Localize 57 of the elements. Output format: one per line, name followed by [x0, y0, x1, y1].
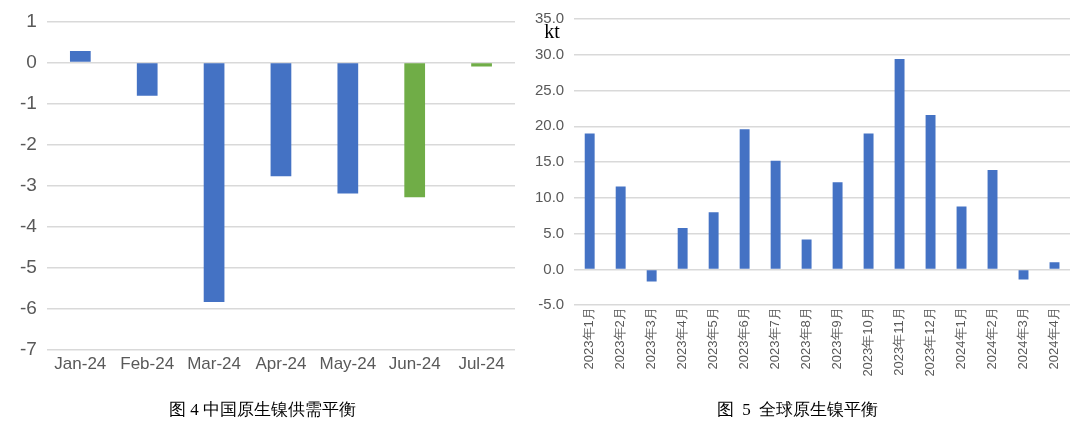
bar [801, 239, 812, 269]
text: 图 5 全球原生镍平衡 [716, 400, 879, 420]
x-tick-label: May-24 [319, 354, 377, 374]
x-tick-label: 2023年5月 [705, 307, 721, 370]
x-tick-label: 2023年3月 [643, 307, 659, 370]
y-tick-label: 1 [26, 9, 37, 31]
bar [646, 270, 657, 282]
bar [987, 169, 998, 269]
x-tick-label: Mar-24 [187, 354, 241, 374]
x-tick-label: Jun-24 [388, 354, 441, 374]
y-tick-label: -1 [19, 91, 37, 113]
y-tick-label: -2 [19, 132, 37, 154]
y-tick-label: -6 [19, 297, 37, 319]
bar [770, 160, 781, 269]
x-tick-label: 2023年9月 [829, 307, 845, 370]
bar [956, 206, 967, 269]
bar [832, 182, 843, 269]
bar [894, 59, 905, 269]
bar [584, 133, 595, 269]
x-tick-label: 2023年8月 [798, 307, 814, 370]
y-tick-label: -5.0 [538, 295, 565, 313]
x-tick-label: 2024年4月 [1046, 307, 1062, 370]
bar [739, 129, 750, 269]
y-tick-label: -7 [19, 338, 37, 360]
bar [1049, 262, 1060, 269]
y-tick-label: 10.0 [534, 188, 565, 206]
text: 图 4 中国原生镍供需平衡 [169, 400, 356, 420]
bar [615, 186, 626, 269]
x-tick-label: 2024年1月 [953, 307, 969, 370]
bar [863, 133, 874, 269]
y-tick-label: -5 [19, 256, 37, 278]
y-tick-label: 25.0 [534, 80, 565, 98]
bar [925, 114, 936, 269]
x-tick-label: Jan-24 [54, 354, 107, 374]
x-tick-label: 2023年4月 [674, 307, 690, 370]
bar [708, 212, 719, 269]
y-tick-label: 0.0 [543, 259, 565, 277]
y-tick-label: 5.0 [543, 223, 565, 241]
x-tick-label: 2023年12月 [922, 307, 938, 377]
y-tick-label: 0 [26, 50, 37, 72]
y-tick-label: 20.0 [534, 116, 565, 134]
x-tick-label: 2023年7月 [767, 307, 783, 370]
x-tick-label: 2023年1月 [581, 307, 597, 370]
bar [677, 227, 688, 269]
y-tick-label: -3 [19, 174, 37, 196]
y-tick-label: 30.0 [534, 44, 565, 62]
x-tick-label: 2024年3月 [1015, 307, 1031, 370]
x-tick-label: Apr-24 [255, 354, 307, 374]
x-tick-label: 2024年2月 [984, 307, 1000, 370]
y-tick-label: 15.0 [534, 152, 565, 170]
x-tick-label: Feb-24 [120, 354, 175, 374]
x-tick-label: 2023年2月 [612, 307, 628, 370]
y-tick-label: -4 [19, 215, 38, 237]
x-tick-label: 2023年11月 [891, 307, 907, 376]
x-tick-label: Jul-24 [458, 354, 505, 374]
x-tick-label: 2023年10月 [860, 307, 876, 377]
x-tick-label: 2023年6月 [736, 307, 752, 370]
